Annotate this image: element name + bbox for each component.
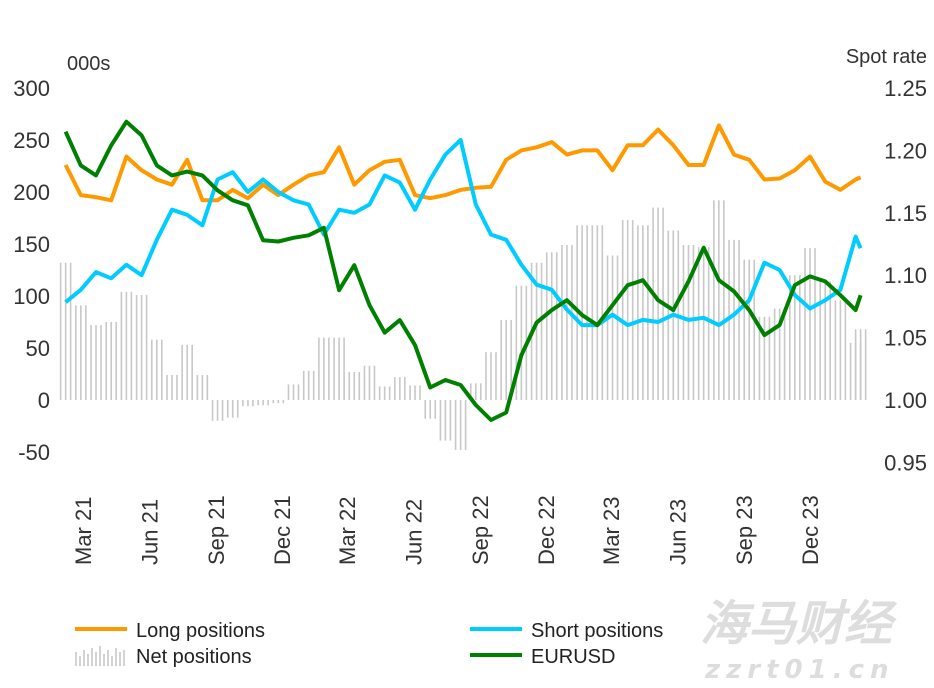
x-tick-label: Jun 22 xyxy=(402,499,427,565)
right-tick-label: 1.10 xyxy=(884,263,927,288)
legend-item-net: Net positions xyxy=(75,646,252,668)
right-tick-label: 0.95 xyxy=(884,450,927,475)
x-tick-label: Sep 23 xyxy=(732,495,757,565)
left-axis-label: 000s xyxy=(67,53,110,75)
legend-label-net: Net positions xyxy=(136,646,252,668)
left-tick-label: 300 xyxy=(13,76,50,101)
left-tick-label: -50 xyxy=(18,440,50,465)
right-axis-ticks: 1.25 1.20 1.15 1.10 1.05 1.00 0.95 xyxy=(884,76,927,475)
right-tick-label: 1.25 xyxy=(884,76,927,101)
left-tick-label: 50 xyxy=(26,336,50,361)
left-axis-ticks: 300 250 200 150 100 50 0 -50 xyxy=(13,76,50,465)
x-tick-label: Jun 23 xyxy=(666,499,691,565)
legend-label-short: Short positions xyxy=(531,620,663,642)
long-positions-line xyxy=(63,123,862,203)
eurusd-line xyxy=(63,119,863,422)
x-tick-label: Jun 21 xyxy=(138,499,163,565)
right-tick-label: 1.20 xyxy=(884,138,927,163)
svg-text:海马财经: 海马财经 xyxy=(700,596,898,652)
right-tick-label: 1.15 xyxy=(884,201,927,226)
legend-label-eurusd: EURUSD xyxy=(531,646,615,668)
legend-swatch-net xyxy=(75,646,125,666)
legend-label-long: Long positions xyxy=(136,620,265,642)
x-tick-label: Mar 23 xyxy=(599,497,624,565)
left-tick-label: 0 xyxy=(38,388,50,413)
series-lines xyxy=(63,119,863,422)
left-tick-label: 100 xyxy=(13,284,50,309)
right-axis-label: Spot rate xyxy=(846,46,927,68)
svg-text:zzrt01.cn: zzrt01.cn xyxy=(704,655,895,683)
x-tick-label: Mar 22 xyxy=(335,497,360,565)
left-tick-label: 200 xyxy=(13,180,50,205)
left-tick-label: 150 xyxy=(13,232,50,257)
right-tick-label: 1.00 xyxy=(884,388,927,413)
legend-item-long: Long positions xyxy=(75,620,265,642)
legend: Long positions Net positions Short posit… xyxy=(75,620,663,668)
net-positions-bars xyxy=(59,200,867,450)
x-tick-label: Sep 21 xyxy=(204,495,229,565)
watermark: 海马财经 zzrt01.cn xyxy=(700,596,898,685)
x-tick-label: Sep 22 xyxy=(468,495,493,565)
legend-item-short: Short positions xyxy=(470,620,663,642)
x-tick-label: Dec 21 xyxy=(270,495,295,565)
legend-item-eurusd: EURUSD xyxy=(470,646,615,668)
right-tick-label: 1.05 xyxy=(884,326,927,351)
x-axis-ticks: Mar 21 Jun 21 Sep 21 Dec 21 Mar 22 Jun 22 Sep … xyxy=(71,495,823,565)
left-tick-label: 250 xyxy=(13,128,50,153)
x-tick-label: Mar 21 xyxy=(71,497,96,565)
x-tick-label: Dec 22 xyxy=(534,495,559,565)
x-tick-label: Dec 23 xyxy=(798,495,823,565)
short-positions-line xyxy=(64,138,863,328)
